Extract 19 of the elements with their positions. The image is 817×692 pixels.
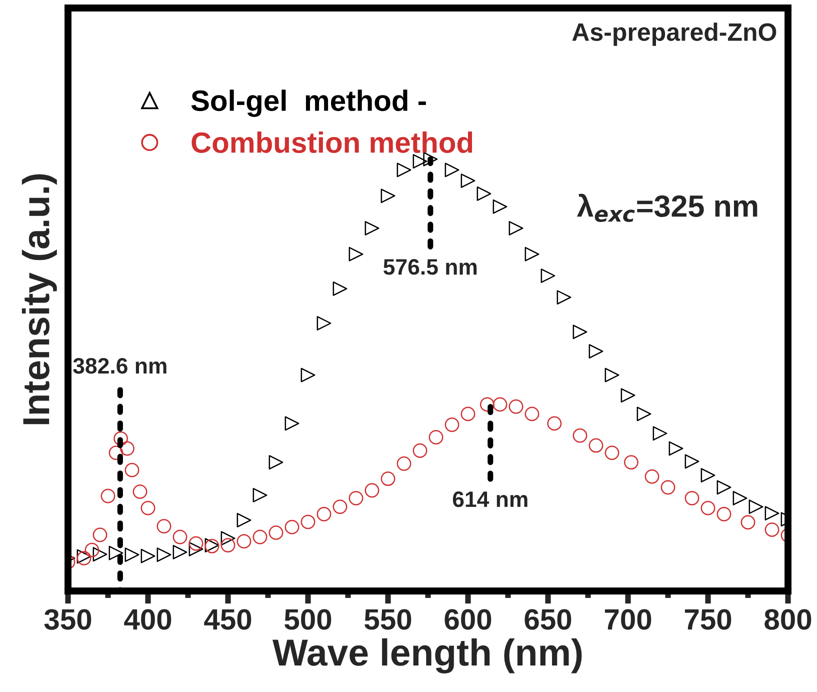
annotation: 614 nm bbox=[452, 491, 528, 508]
x-tick-label: 650 bbox=[524, 609, 572, 630]
x-tick-label: 350 bbox=[44, 609, 92, 630]
x-tick-label: 400 bbox=[124, 609, 172, 630]
x-tick-label: 500 bbox=[284, 609, 332, 630]
x-tick-label: 450 bbox=[204, 609, 252, 630]
y-axis-title: Intensity (a.u.) bbox=[22, 174, 57, 424]
annotation: 576.5 nm bbox=[384, 259, 477, 275]
legend-label: Combustion method bbox=[192, 132, 472, 153]
x-tick-label: 600 bbox=[444, 609, 492, 630]
text: As-prepared-ZnO bbox=[572, 22, 776, 46]
x-tick-label: 550 bbox=[364, 609, 412, 630]
x-tick-label: 800 bbox=[764, 609, 812, 630]
x-axis-title: Wave length (nm) bbox=[272, 638, 582, 674]
x-tick-label: 750 bbox=[684, 609, 732, 630]
legend-label: Sol-gel method - bbox=[191, 90, 426, 117]
x-tick-label: 700 bbox=[604, 609, 652, 630]
annotation: λ$_{exc}$=325 nm bbox=[576, 194, 758, 222]
annotation: 382.6 nm bbox=[73, 358, 166, 374]
